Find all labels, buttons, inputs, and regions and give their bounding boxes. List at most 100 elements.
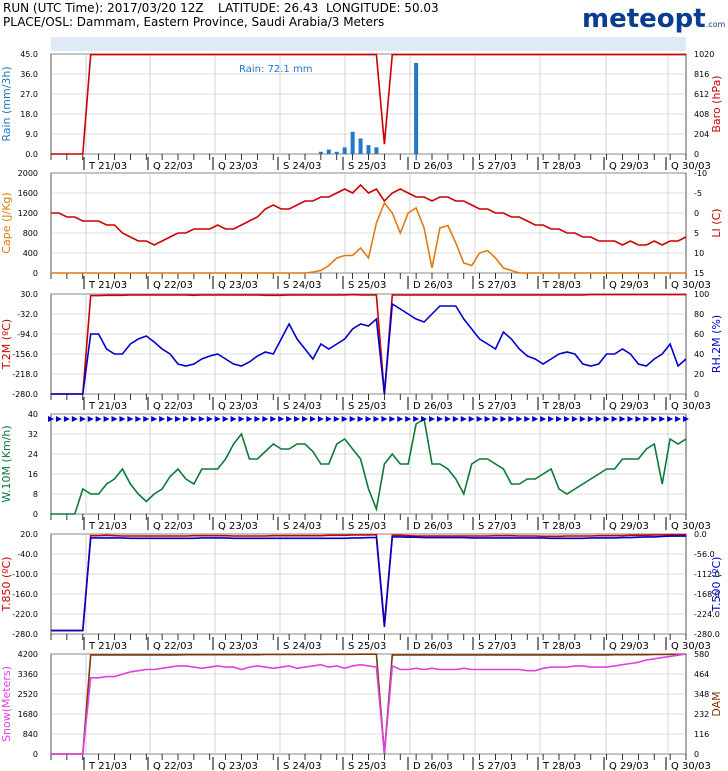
y2-axis-label: T.500 (ºC) — [710, 557, 723, 613]
rain-bar — [326, 149, 331, 154]
wind-dir-icon — [365, 416, 372, 422]
rain-bar — [334, 151, 339, 154]
wind-dir-icon — [333, 416, 340, 422]
wind-dir-icon — [48, 416, 54, 422]
x-tick-label: S 27/03 — [478, 641, 516, 652]
x-tick-label: D 26/03 — [413, 521, 453, 532]
series-line-cape — [51, 201, 686, 274]
x-tick-label: Q 30/03 — [671, 401, 711, 412]
x-tick-label: S 24/03 — [283, 401, 321, 412]
y-tick-label: -100.0 — [12, 570, 38, 579]
wind-dir-icon — [294, 416, 301, 422]
slider-strip[interactable] — [51, 37, 686, 51]
longitude-text: LONGITUDE: 50.03 — [326, 1, 439, 15]
x-tick-label: Q 29/03 — [609, 280, 649, 291]
y-axis-label: Cape (J/Kg) — [0, 192, 13, 253]
x-tick-label: S 24/03 — [283, 161, 321, 172]
wind-dir-icon — [206, 416, 213, 422]
rain-total-label: Rain: 72.1 mm — [239, 64, 312, 75]
y-tick-label: 20.0 — [20, 530, 38, 539]
y-tick-label: 0 — [33, 510, 38, 519]
meteopt-logo[interactable]: meteopt.com — [582, 4, 725, 34]
wind-dir-icon — [111, 416, 118, 422]
x-tick-label: T 21/03 — [88, 761, 127, 771]
y-axis-label: T.850 (ºC) — [0, 557, 13, 613]
wind-dir-icon — [452, 416, 459, 422]
wind-dir-icon — [587, 416, 594, 422]
x-tick-label: S 27/03 — [478, 280, 516, 291]
y-tick-label: 0.0 — [25, 150, 38, 159]
wind-dir-icon — [508, 416, 515, 422]
x-tick-label: S 24/03 — [283, 280, 321, 291]
wind-dir-icon — [246, 416, 253, 422]
series-line-rh-2m — [51, 302, 687, 395]
y-tick-label: 36.0 — [20, 70, 38, 79]
y-tick-label: 24 — [28, 450, 38, 459]
rain-bar — [366, 145, 371, 154]
x-tick-label: D 26/03 — [413, 761, 453, 771]
y-tick-label: 1680 — [18, 710, 38, 719]
wind-dir-icon — [159, 416, 166, 422]
x-tick-label: S 25/03 — [348, 641, 386, 652]
y2-tick-label: -10 — [694, 169, 707, 178]
y2-tick-label: -168.0 — [694, 590, 720, 599]
x-tick-label: Q 29/03 — [609, 641, 649, 652]
y2-tick-label: 10 — [694, 249, 704, 258]
x-tick-label: Q 30/03 — [671, 641, 711, 652]
wind-dir-icon — [436, 416, 443, 422]
x-tick-label: Q 30/03 — [671, 161, 711, 172]
x-tick-label: S 27/03 — [478, 401, 516, 412]
y-tick-label: 4200 — [18, 650, 38, 659]
wind-dir-icon — [95, 416, 102, 422]
y-axis-label: Snow(Meters) — [0, 666, 13, 742]
y2-tick-label: 1020 — [694, 50, 714, 59]
wind-dir-icon — [87, 416, 94, 422]
y-tick-label: 2520 — [18, 690, 38, 699]
wind-dir-icon — [476, 416, 483, 422]
wind-dir-icon — [167, 416, 174, 422]
wind-dir-icon — [270, 416, 277, 422]
x-tick-label: D 26/03 — [413, 161, 453, 172]
x-tick-label: T 21/03 — [88, 521, 127, 532]
wind-dir-icon — [182, 416, 189, 422]
y2-tick-label: -5 — [694, 189, 702, 198]
y-tick-label: 18.0 — [20, 110, 38, 119]
y-tick-label: -32.0 — [17, 310, 38, 319]
y-tick-label: 1600 — [18, 189, 38, 198]
y2-tick-label: 612 — [694, 90, 709, 99]
wind-dir-icon — [611, 416, 618, 422]
y-tick-label: 3360 — [18, 670, 38, 679]
wind-dir-icon — [143, 416, 150, 422]
y2-tick-label: 20 — [694, 370, 704, 379]
y-tick-label: -218.0 — [12, 370, 38, 379]
y-tick-label: 40 — [28, 410, 38, 419]
y-axis-label: Rain (mm/3h) — [0, 66, 13, 141]
panel-frame — [50, 53, 687, 155]
series-line-li — [51, 183, 687, 246]
wind-dir-icon — [349, 416, 356, 422]
y2-tick-label: 5 — [694, 229, 699, 238]
x-tick-label: Q 23/03 — [218, 761, 258, 771]
series-line-t-2m — [51, 293, 686, 395]
wind-dir-icon — [619, 416, 626, 422]
y2-tick-label: 100 — [694, 290, 709, 299]
wind-dir-icon — [460, 416, 467, 422]
x-tick-label: Q 22/03 — [153, 521, 193, 532]
x-tick-label: T 21/03 — [88, 641, 127, 652]
y-tick-label: 32 — [28, 430, 38, 439]
x-tick-label: S 25/03 — [348, 401, 386, 412]
wind-dir-icon — [381, 416, 388, 422]
wind-dir-icon — [230, 416, 237, 422]
y-tick-label: -280.0 — [12, 630, 38, 639]
x-tick-label: Q 29/03 — [609, 401, 649, 412]
wind-dir-icon — [500, 416, 507, 422]
latitude-text: LATITUDE: 26.43 — [218, 1, 319, 15]
y-tick-label: 27.0 — [20, 90, 38, 99]
wind-dir-icon — [317, 416, 324, 422]
panel-frame — [50, 293, 687, 395]
y2-tick-label: -280.0 — [694, 630, 720, 639]
x-tick-label: Q 23/03 — [218, 521, 258, 532]
x-tick-label: S 25/03 — [348, 161, 386, 172]
wind-dir-icon — [413, 416, 420, 422]
y2-tick-label: 116 — [694, 730, 709, 739]
